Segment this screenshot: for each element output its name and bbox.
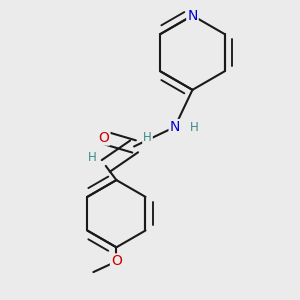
Text: H: H — [88, 151, 97, 164]
Text: N: N — [187, 8, 198, 22]
Text: O: O — [99, 130, 110, 145]
Text: N: N — [169, 120, 180, 134]
Text: H: H — [190, 121, 199, 134]
Text: O: O — [111, 254, 122, 268]
Text: H: H — [143, 131, 152, 144]
